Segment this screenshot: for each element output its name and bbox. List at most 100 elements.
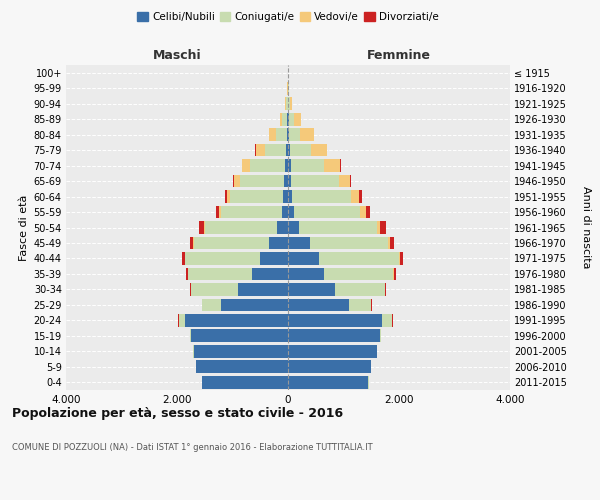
Bar bbox=[299, 221, 377, 234]
Bar bbox=[202, 376, 288, 388]
Bar bbox=[350, 174, 351, 188]
Bar bbox=[185, 252, 260, 265]
Bar bbox=[288, 174, 292, 188]
Bar bbox=[291, 159, 324, 172]
Bar bbox=[285, 98, 286, 110]
Legend: Celibi/Nubili, Coniugati/e, Vedovi/e, Divorziati/e: Celibi/Nubili, Coniugati/e, Vedovi/e, Di… bbox=[133, 8, 443, 26]
Bar bbox=[360, 206, 366, 218]
Bar bbox=[283, 113, 287, 126]
Text: COMUNE DI POZZUOLI (NA) - Dati ISTAT 1° gennaio 2016 - Elaborazione TUTTITALIA.I: COMUNE DI POZZUOLI (NA) - Dati ISTAT 1° … bbox=[12, 442, 373, 452]
Bar bbox=[225, 190, 227, 203]
Bar bbox=[190, 330, 191, 342]
Bar bbox=[385, 283, 386, 296]
Bar bbox=[194, 345, 288, 358]
Y-axis label: Fasce di età: Fasce di età bbox=[19, 194, 29, 260]
Bar bbox=[288, 376, 368, 388]
Bar bbox=[335, 283, 385, 296]
Bar bbox=[377, 221, 380, 234]
Bar bbox=[288, 190, 292, 203]
Bar bbox=[288, 206, 293, 218]
Bar bbox=[233, 174, 234, 188]
Bar bbox=[288, 283, 335, 296]
Bar bbox=[218, 206, 221, 218]
Bar bbox=[269, 128, 275, 141]
Bar bbox=[196, 360, 288, 373]
Bar bbox=[324, 159, 340, 172]
Bar bbox=[394, 268, 395, 280]
Bar bbox=[284, 159, 288, 172]
Bar bbox=[288, 252, 319, 265]
Bar bbox=[380, 330, 381, 342]
Bar bbox=[359, 190, 362, 203]
Bar bbox=[230, 190, 283, 203]
Bar bbox=[338, 174, 350, 188]
Bar bbox=[319, 252, 399, 265]
Bar bbox=[310, 236, 388, 250]
Bar bbox=[221, 298, 288, 311]
Bar bbox=[188, 268, 252, 280]
Bar bbox=[260, 252, 288, 265]
Bar bbox=[190, 236, 193, 250]
Bar bbox=[288, 128, 289, 141]
Bar bbox=[324, 268, 394, 280]
Bar bbox=[366, 206, 370, 218]
Bar bbox=[190, 283, 191, 296]
Bar bbox=[399, 252, 400, 265]
Bar bbox=[256, 144, 265, 156]
Bar bbox=[288, 144, 290, 156]
Bar bbox=[221, 206, 282, 218]
Bar bbox=[351, 190, 359, 203]
Bar bbox=[288, 159, 291, 172]
Bar bbox=[238, 283, 288, 296]
Bar bbox=[277, 221, 288, 234]
Bar bbox=[311, 144, 326, 156]
Bar bbox=[289, 113, 294, 126]
Bar bbox=[288, 360, 371, 373]
Bar bbox=[288, 268, 324, 280]
Bar bbox=[252, 268, 288, 280]
Y-axis label: Anni di nascita: Anni di nascita bbox=[581, 186, 591, 269]
Bar bbox=[250, 159, 284, 172]
Text: Femmine: Femmine bbox=[367, 49, 431, 62]
Bar bbox=[283, 190, 288, 203]
Bar bbox=[288, 298, 349, 311]
Bar bbox=[282, 206, 288, 218]
Bar bbox=[216, 206, 218, 218]
Bar bbox=[300, 128, 314, 141]
Bar bbox=[284, 174, 288, 188]
Bar bbox=[240, 174, 284, 188]
Bar bbox=[288, 98, 290, 110]
Bar bbox=[380, 221, 386, 234]
Bar bbox=[289, 128, 300, 141]
Bar bbox=[286, 144, 288, 156]
Bar bbox=[227, 190, 230, 203]
Bar bbox=[203, 221, 205, 234]
Bar bbox=[292, 174, 338, 188]
Bar bbox=[280, 113, 283, 126]
Bar bbox=[205, 221, 277, 234]
Bar bbox=[191, 330, 288, 342]
Bar bbox=[382, 314, 392, 326]
Bar bbox=[286, 98, 288, 110]
Bar bbox=[288, 330, 380, 342]
Bar bbox=[269, 236, 288, 250]
Bar bbox=[288, 345, 377, 358]
Bar bbox=[389, 236, 394, 250]
Bar bbox=[179, 314, 185, 326]
Bar bbox=[194, 236, 269, 250]
Bar bbox=[182, 252, 185, 265]
Bar bbox=[199, 221, 203, 234]
Bar bbox=[242, 159, 250, 172]
Bar bbox=[186, 268, 188, 280]
Bar bbox=[287, 128, 288, 141]
Bar bbox=[288, 314, 382, 326]
Bar bbox=[288, 236, 310, 250]
Bar bbox=[293, 206, 360, 218]
Bar bbox=[388, 236, 389, 250]
Text: Popolazione per età, sesso e stato civile - 2016: Popolazione per età, sesso e stato civil… bbox=[12, 408, 343, 420]
Bar bbox=[290, 144, 311, 156]
Bar bbox=[288, 221, 299, 234]
Bar bbox=[400, 252, 403, 265]
Bar bbox=[290, 98, 292, 110]
Bar bbox=[234, 174, 240, 188]
